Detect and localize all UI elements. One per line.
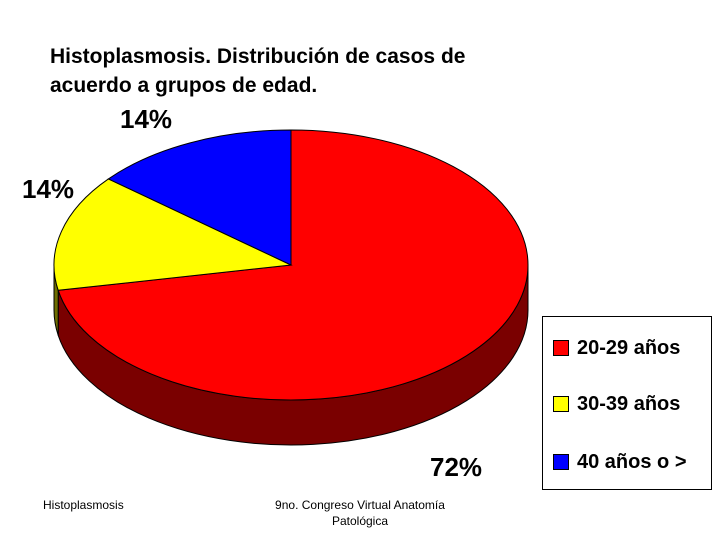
legend-swatch-40-plus (553, 454, 569, 470)
footer-center: 9no. Congreso Virtual Anatomía Patológic… (230, 497, 490, 529)
legend-item-30-39: 30-39 años (553, 392, 680, 416)
slice-label-20-29: 72% (430, 452, 483, 482)
legend-swatch-30-39 (553, 396, 569, 412)
pie-slice-0 (57, 129, 529, 401)
legend-label-40-plus: 40 años o > (577, 450, 687, 473)
legend-label-20-29: 20-29 años (577, 336, 681, 359)
chart-title-line-2: acuerdo a grupos de edad. (50, 74, 318, 97)
footer-center-line-1: 9no. Congreso Virtual Anatomía (275, 498, 445, 512)
pie-slice-1 (53, 178, 293, 291)
footer-center-line-2: Patológica (331, 514, 389, 528)
legend-label-30-39: 30-39 años (577, 392, 681, 415)
legend-swatch-20-29 (553, 340, 569, 356)
legend: 20-29 años 30-39 años 40 años o > (542, 316, 712, 490)
legend-item-20-29: 20-29 años (553, 336, 680, 360)
footer-left: Histoplasmosis (43, 498, 124, 512)
slice-label-30-39: 14% (22, 174, 75, 204)
chart-title: Histoplasmosis. Distribución de casos de… (50, 42, 570, 100)
legend-item-40-plus: 40 años o > (553, 450, 687, 474)
pie-top (53, 129, 529, 401)
slice-label-40-plus: 14% (120, 104, 173, 134)
pie-slice-2 (107, 129, 292, 266)
chart-title-line-1: Histoplasmosis. Distribución de casos de (50, 45, 466, 68)
